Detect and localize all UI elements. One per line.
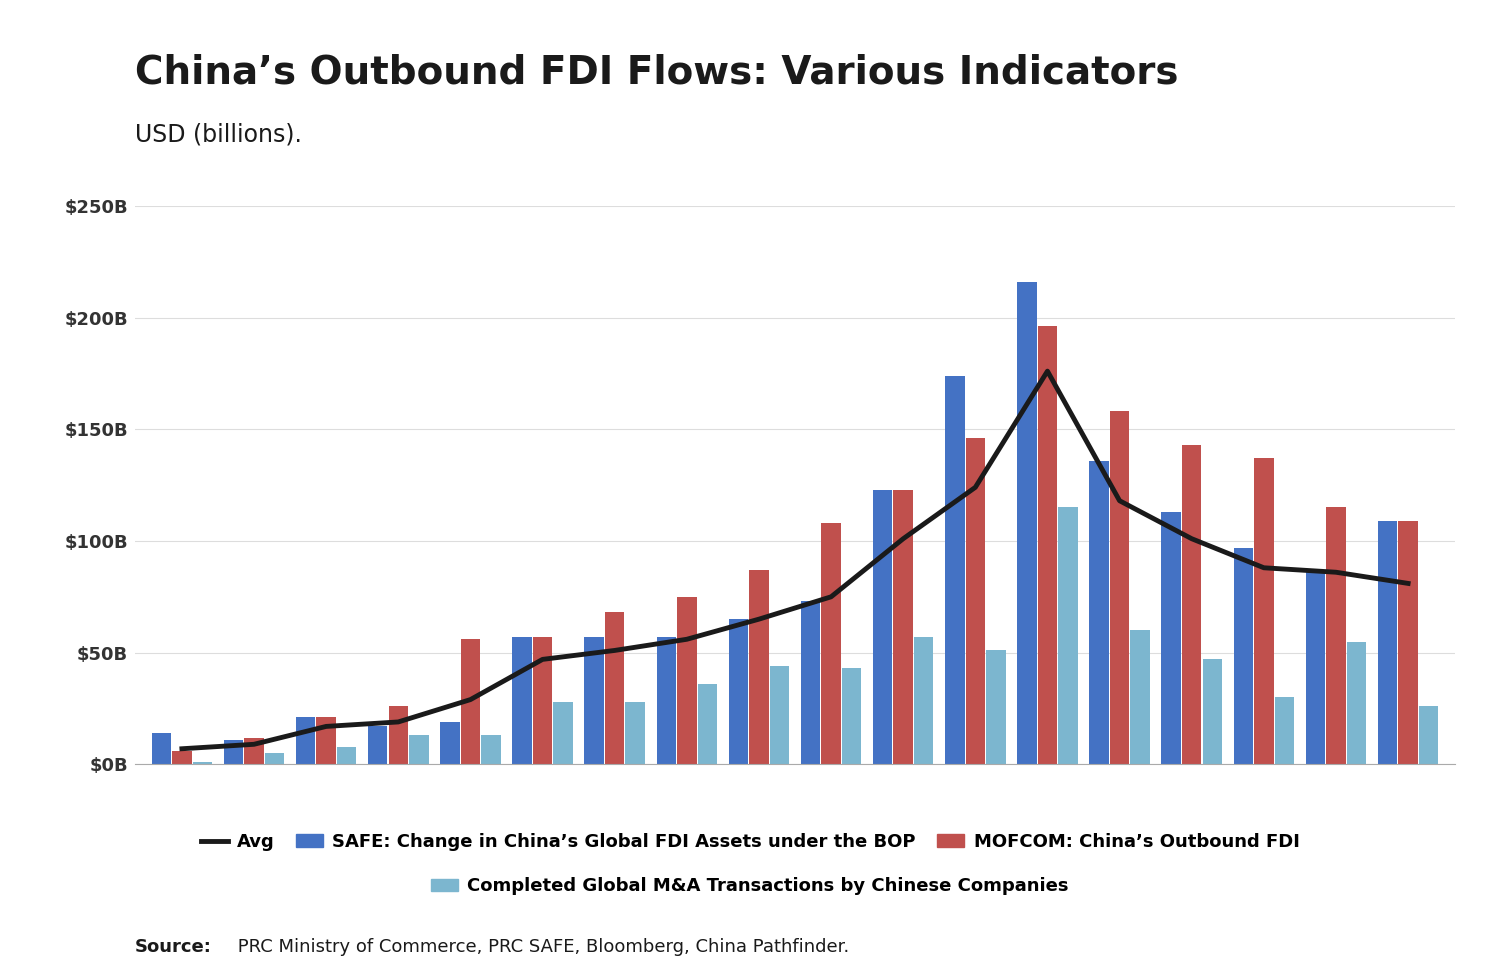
- Bar: [1305, 570, 1324, 764]
- Bar: [440, 722, 459, 764]
- Bar: [388, 707, 408, 764]
- Bar: [1131, 630, 1150, 764]
- Legend: Avg, SAFE: Change in China’s Global FDI Assets under the BOP, MOFCOM: China’s Ou: Avg, SAFE: Change in China’s Global FDI …: [194, 826, 1306, 858]
- Bar: [604, 612, 624, 764]
- Bar: [676, 597, 696, 764]
- Bar: [657, 637, 676, 764]
- Text: USD (billions).: USD (billions).: [135, 122, 302, 146]
- Bar: [729, 619, 748, 764]
- Bar: [152, 733, 171, 764]
- Bar: [1038, 326, 1058, 764]
- Bar: [368, 726, 387, 764]
- Bar: [1254, 459, 1274, 764]
- Bar: [244, 738, 264, 764]
- Bar: [266, 754, 285, 764]
- Bar: [1182, 445, 1202, 764]
- Bar: [1161, 512, 1180, 764]
- Bar: [192, 762, 211, 764]
- Bar: [460, 639, 480, 764]
- Bar: [1275, 698, 1294, 764]
- Bar: [914, 637, 933, 764]
- Bar: [585, 637, 604, 764]
- Bar: [873, 490, 892, 764]
- Legend: Completed Global M&A Transactions by Chinese Companies: Completed Global M&A Transactions by Chi…: [424, 870, 1076, 903]
- Bar: [894, 490, 914, 764]
- Bar: [842, 668, 861, 764]
- Bar: [532, 637, 552, 764]
- Bar: [172, 751, 192, 764]
- Bar: [1326, 508, 1346, 764]
- Bar: [1233, 548, 1252, 764]
- Bar: [1110, 412, 1130, 764]
- Bar: [1378, 520, 1398, 764]
- Bar: [1347, 642, 1366, 764]
- Bar: [801, 602, 820, 764]
- Bar: [966, 438, 986, 764]
- Bar: [482, 735, 501, 764]
- Bar: [748, 570, 768, 764]
- Bar: [554, 702, 573, 764]
- Bar: [410, 735, 429, 764]
- Bar: [986, 651, 1005, 764]
- Bar: [626, 702, 645, 764]
- Bar: [1419, 707, 1438, 764]
- Bar: [296, 717, 315, 764]
- Text: PRC Ministry of Commerce, PRC SAFE, Bloomberg, China Pathfinder.: PRC Ministry of Commerce, PRC SAFE, Bloo…: [232, 938, 849, 956]
- Bar: [770, 666, 789, 764]
- Bar: [698, 684, 717, 764]
- Bar: [316, 717, 336, 764]
- Bar: [1203, 660, 1222, 764]
- Bar: [945, 375, 964, 764]
- Bar: [1089, 461, 1108, 764]
- Bar: [1398, 520, 1417, 764]
- Bar: [512, 637, 531, 764]
- Bar: [224, 740, 243, 764]
- Bar: [1017, 282, 1036, 764]
- Bar: [338, 747, 357, 764]
- Text: Source:: Source:: [135, 938, 212, 956]
- Bar: [822, 523, 842, 764]
- Bar: [1059, 508, 1078, 764]
- Text: China’s Outbound FDI Flows: Various Indicators: China’s Outbound FDI Flows: Various Indi…: [135, 54, 1179, 92]
